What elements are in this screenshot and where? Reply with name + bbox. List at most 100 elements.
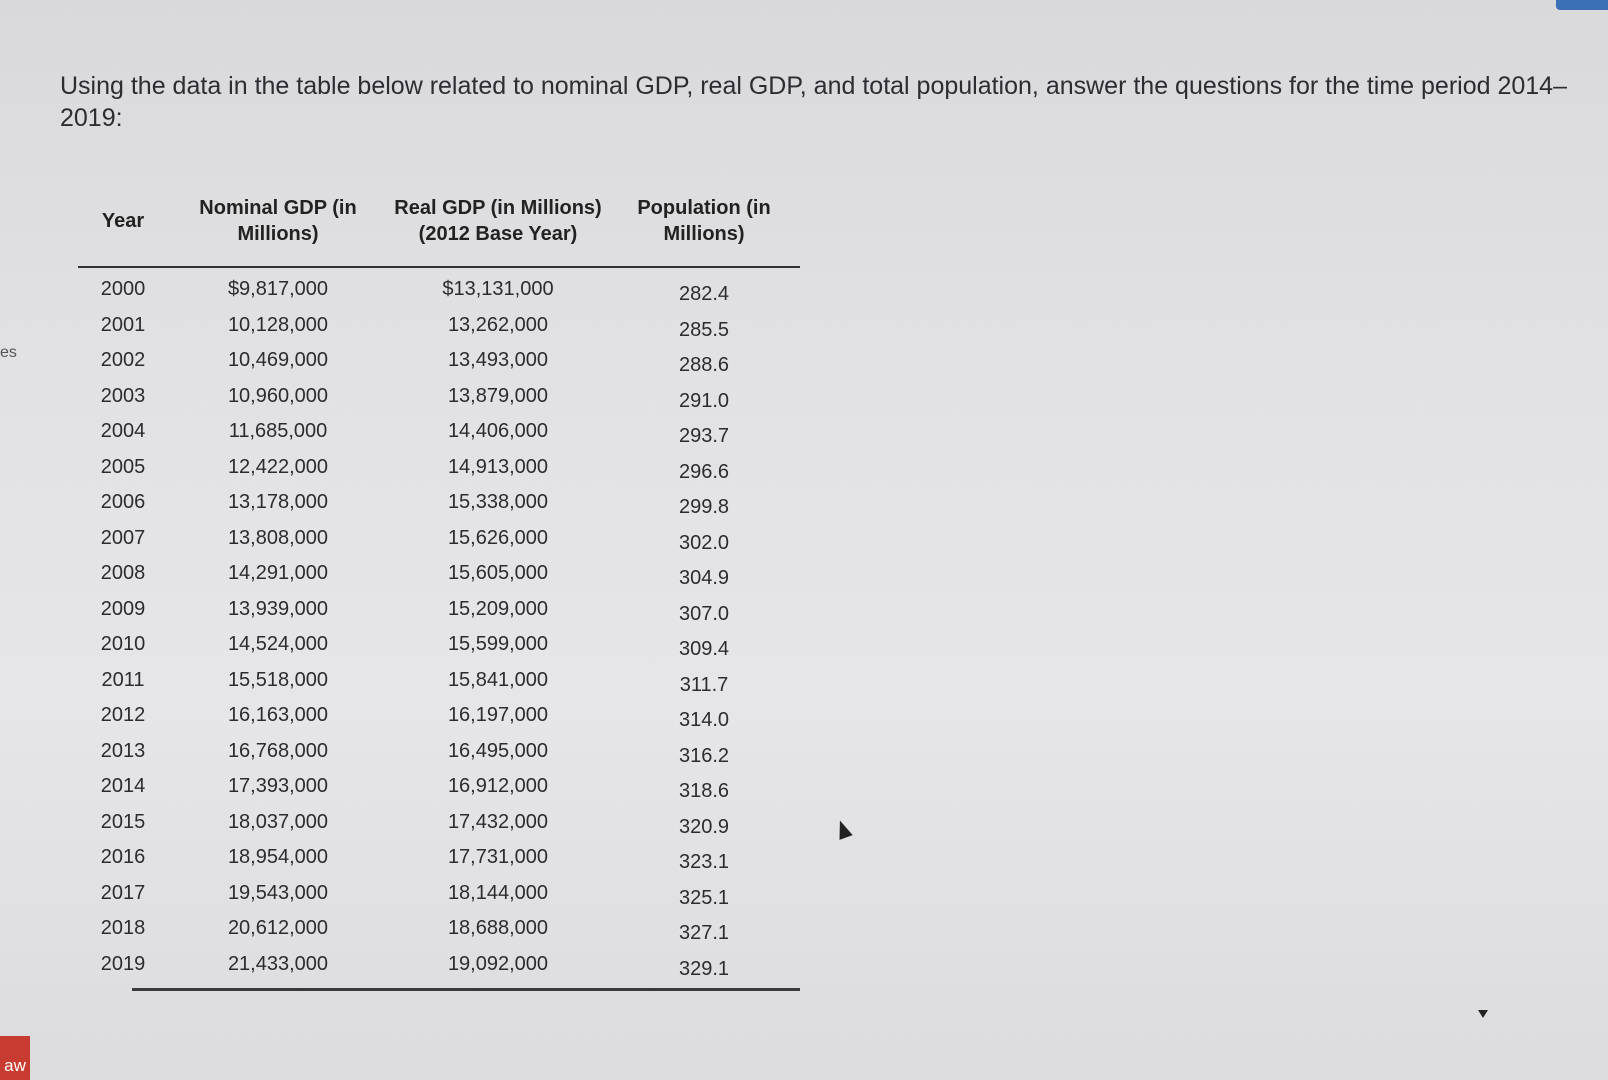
table-row: 2009 13,939,000 15,209,000 307.0	[78, 592, 800, 628]
cell-nominal-gdp: 17,393,000	[227, 775, 329, 798]
cell-population: 291.0	[678, 389, 730, 412]
table-row: 2004 11,685,000 14,406,000 293.7	[78, 414, 800, 450]
cell-year: 2012	[100, 704, 146, 727]
top-accent-bar	[1556, 0, 1608, 10]
cell-population: 293.7	[678, 425, 730, 448]
cell-real-gdp: 15,599,000	[447, 633, 549, 656]
sidebar-clipped-label[interactable]: es	[0, 344, 17, 361]
cell-population: 296.6	[678, 460, 730, 483]
table-row: 2007 13,808,000 15,626,000 302.0	[78, 521, 800, 557]
cell-population: 307.0	[678, 602, 730, 625]
cell-real-gdp: 15,841,000	[447, 668, 549, 691]
cell-real-gdp: 14,406,000	[447, 420, 549, 443]
cell-population: 311.7	[679, 673, 729, 696]
cell-year: 2005	[100, 455, 146, 478]
cell-nominal-gdp: 10,469,000	[227, 349, 329, 372]
question-prompt: Using the data in the table below relate…	[60, 72, 1567, 132]
cell-nominal-gdp: 15,518,000	[227, 668, 329, 691]
cell-real-gdp: $13,131,000	[442, 278, 554, 301]
cell-nominal-gdp: 16,163,000	[227, 704, 329, 727]
cell-population: 309.4	[678, 638, 730, 661]
cell-real-gdp: 15,605,000	[447, 562, 549, 585]
cell-population: 304.9	[678, 567, 730, 590]
cell-real-gdp: 15,209,000	[447, 597, 549, 620]
table-header-row: Year Nominal GDP (in Millions) Real GDP …	[78, 176, 800, 268]
header-real-gdp: Real GDP (in Millions) (2012 Base Year)	[394, 197, 602, 245]
cell-real-gdp: 14,913,000	[447, 455, 549, 478]
table-row: 2003 10,960,000 13,879,000 291.0	[78, 379, 800, 415]
cell-population: 327.1	[678, 922, 730, 945]
cell-nominal-gdp: 10,128,000	[227, 313, 329, 336]
cell-nominal-gdp: 13,178,000	[227, 491, 329, 514]
gdp-data-table: Year Nominal GDP (in Millions) Real GDP …	[78, 176, 800, 991]
cell-year: 2004	[100, 420, 146, 443]
cell-real-gdp: 16,197,000	[447, 704, 549, 727]
cell-real-gdp: 15,626,000	[447, 526, 549, 549]
cell-population: 320.9	[678, 815, 730, 838]
cell-population: 325.1	[678, 886, 730, 909]
cell-population: 288.6	[678, 354, 730, 377]
cell-real-gdp: 17,731,000	[447, 846, 549, 869]
cell-real-gdp: 13,262,000	[447, 313, 549, 336]
cell-year: 2013	[100, 739, 146, 762]
table-row: 2010 14,524,000 15,599,000 309.4	[78, 627, 800, 663]
cell-year: 2008	[100, 562, 146, 585]
cell-real-gdp: 17,432,000	[447, 810, 549, 833]
cell-population: 299.8	[678, 496, 730, 519]
table-row: 2000 $9,817,000 $13,131,000 282.4	[78, 272, 800, 308]
cell-nominal-gdp: 21,433,000	[227, 952, 329, 975]
cell-population: 329.1	[678, 957, 730, 980]
table-row: 2019 21,433,000 19,092,000 329.1	[78, 947, 800, 983]
cell-population: 314.0	[678, 709, 730, 732]
cell-nominal-gdp: 12,422,000	[227, 455, 329, 478]
cell-nominal-gdp: 10,960,000	[227, 384, 329, 407]
cell-real-gdp: 16,495,000	[447, 739, 549, 762]
cell-nominal-gdp: 18,954,000	[227, 846, 329, 869]
table-row: 2012 16,163,000 16,197,000 314.0	[78, 698, 800, 734]
cell-real-gdp: 19,092,000	[447, 952, 549, 975]
sidebar-clipped-tab[interactable]: aw	[0, 1036, 30, 1080]
cell-year: 2018	[100, 917, 146, 940]
cell-population: 282.4	[678, 283, 730, 306]
cell-year: 2000	[100, 278, 146, 301]
mouse-cursor-icon	[833, 818, 853, 840]
cell-population: 316.2	[678, 744, 730, 767]
table-row: 2015 18,037,000 17,432,000 320.9	[78, 805, 800, 841]
cell-year: 2017	[100, 881, 146, 904]
table-row: 2016 18,954,000 17,731,000 323.1	[78, 840, 800, 876]
cell-year: 2015	[100, 810, 146, 833]
table-row: 2002 10,469,000 13,493,000 288.6	[78, 343, 800, 379]
cell-year: 2010	[100, 633, 146, 656]
table-row: 2018 20,612,000 18,688,000 327.1	[78, 911, 800, 947]
cell-nominal-gdp: $9,817,000	[227, 278, 329, 301]
cell-nominal-gdp: 18,037,000	[227, 810, 329, 833]
cell-population: 323.1	[678, 851, 730, 874]
scroll-down-arrow-icon[interactable]	[1478, 1010, 1488, 1018]
cell-nominal-gdp: 20,612,000	[227, 917, 329, 940]
cell-year: 2006	[100, 491, 146, 514]
cell-year: 2003	[100, 384, 146, 407]
cell-real-gdp: 13,493,000	[447, 349, 549, 372]
cell-population: 285.5	[678, 318, 730, 341]
cell-nominal-gdp: 14,524,000	[227, 633, 329, 656]
table-bottom-rule	[132, 988, 800, 991]
cell-year: 2007	[100, 526, 146, 549]
cell-nominal-gdp: 16,768,000	[227, 739, 329, 762]
table-row: 2013 16,768,000 16,495,000 316.2	[78, 734, 800, 770]
cell-real-gdp: 13,879,000	[447, 384, 549, 407]
cell-nominal-gdp: 13,939,000	[227, 597, 329, 620]
cell-year: 2009	[100, 597, 146, 620]
cell-year: 2001	[100, 313, 146, 336]
cell-population: 318.6	[678, 780, 730, 803]
cell-year: 2016	[100, 846, 146, 869]
cell-real-gdp: 15,338,000	[447, 491, 549, 514]
header-year: Year	[101, 210, 145, 232]
table-row: 2017 19,543,000 18,144,000 325.1	[78, 876, 800, 912]
sidebar-tab-label: aw	[4, 1056, 26, 1075]
cell-nominal-gdp: 11,685,000	[228, 420, 328, 443]
cell-year: 2002	[100, 349, 146, 372]
cell-year: 2011	[101, 668, 145, 691]
cell-real-gdp: 16,912,000	[447, 775, 549, 798]
cell-nominal-gdp: 14,291,000	[227, 562, 329, 585]
table-body: 2000 $9,817,000 $13,131,000 282.4 2001 10,128…	[78, 272, 800, 982]
